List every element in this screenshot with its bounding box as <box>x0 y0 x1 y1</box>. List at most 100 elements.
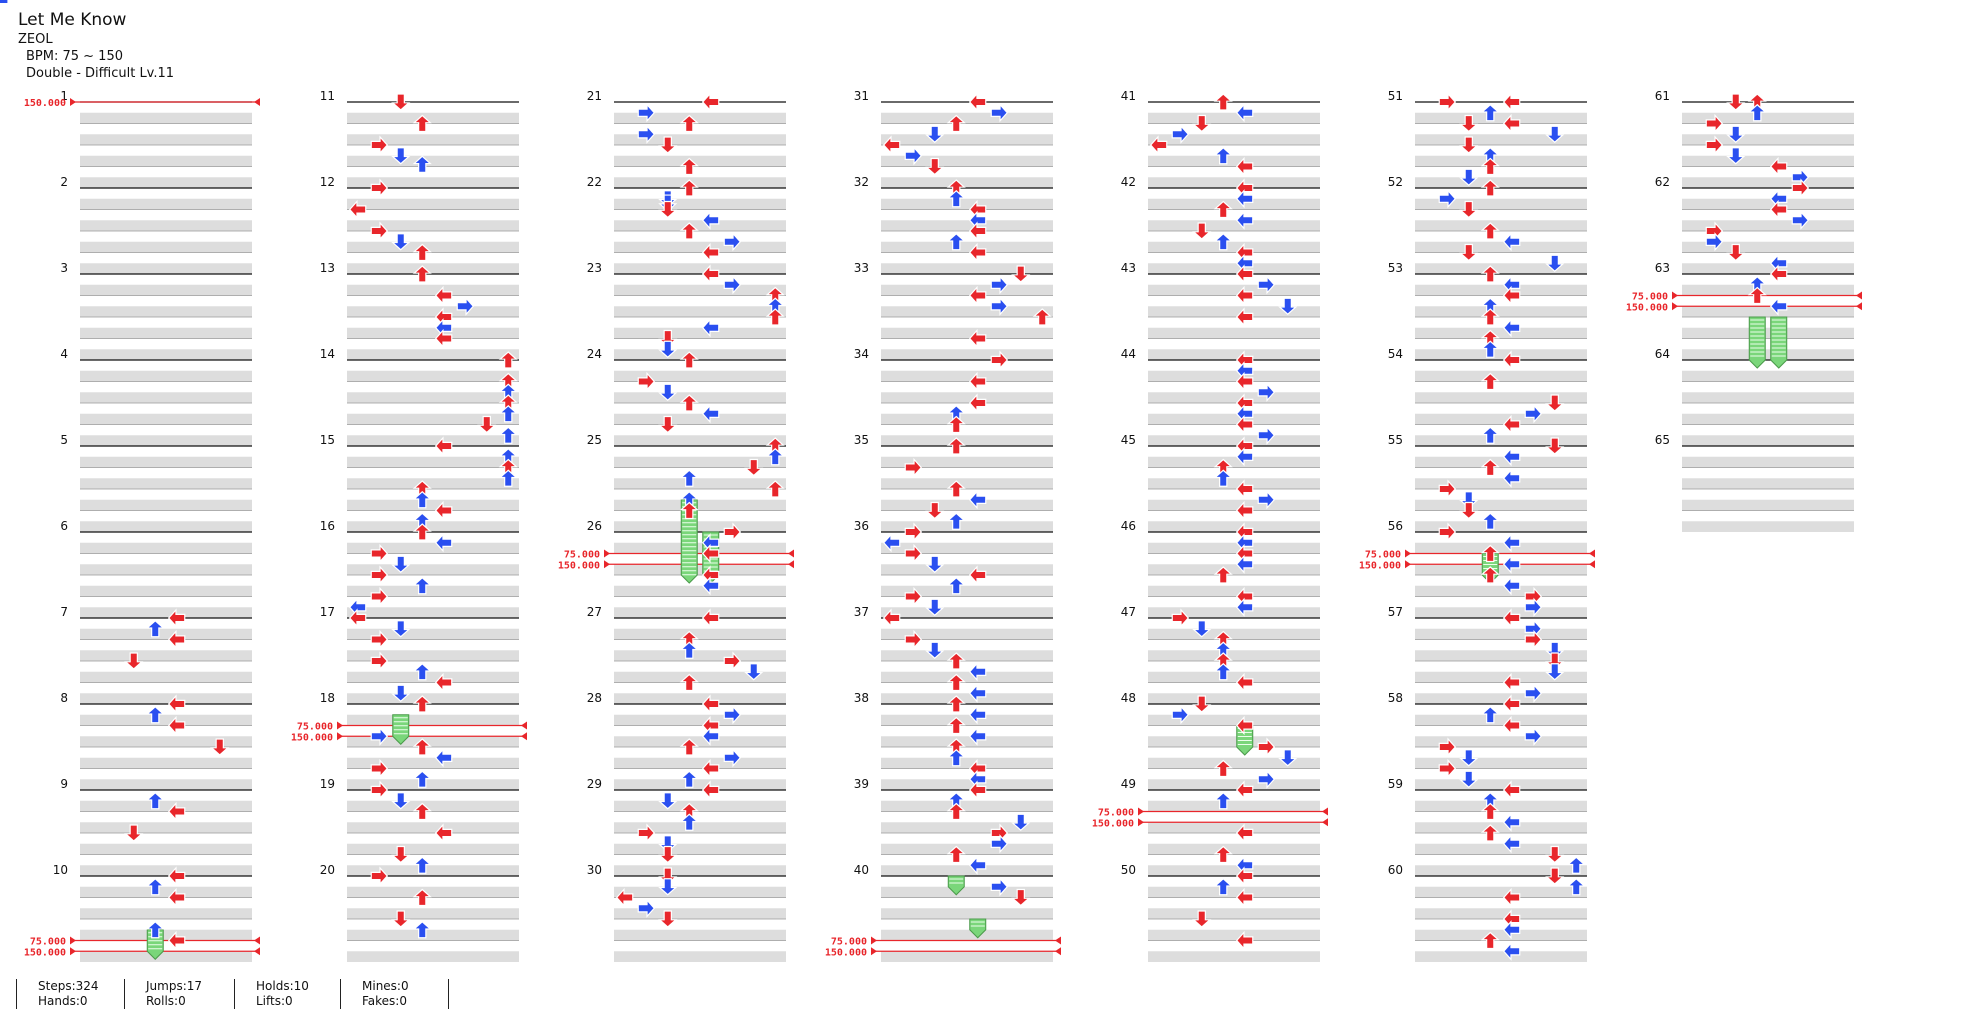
step-arrow <box>370 726 389 746</box>
beat-stripe <box>80 800 252 812</box>
step-arrow <box>1502 672 1521 693</box>
beat-stripe <box>80 865 252 876</box>
step-arrow <box>1566 856 1586 874</box>
step-arrow <box>1480 265 1500 283</box>
step-arrow <box>1235 672 1254 693</box>
step-arrow <box>145 791 165 810</box>
beat-stripe <box>1148 284 1320 296</box>
step-arrow <box>1192 222 1212 240</box>
beat-stripe <box>1148 112 1320 124</box>
beat-stripe <box>614 370 786 382</box>
beat-stripe <box>614 650 786 661</box>
beat-stripe <box>881 714 1053 726</box>
beat-stripe <box>1148 220 1320 231</box>
measure-number: 35 <box>854 433 869 447</box>
beat-stripe <box>1148 865 1320 876</box>
beat-stripe <box>1148 435 1320 446</box>
beat-stripe <box>614 800 786 812</box>
step-arrow <box>968 393 987 413</box>
beat-stripe <box>1148 499 1320 511</box>
step-arrow <box>1257 275 1276 295</box>
beat-stripe <box>1148 306 1320 317</box>
step-arrow <box>1502 447 1521 467</box>
bpm-change-label: 75.000 <box>1098 808 1134 819</box>
measure-number: 26 <box>587 519 602 533</box>
step-chart: 1234567891011121314151617181920212223242… <box>0 0 1862 962</box>
beat-stripe <box>881 929 1053 941</box>
step-arrow <box>637 371 656 392</box>
beat-stripe <box>614 951 786 962</box>
beat-stripe <box>347 908 519 919</box>
step-arrow <box>1545 254 1565 273</box>
step-arrow <box>968 285 987 306</box>
step-arrow <box>744 458 764 477</box>
beat-stripe <box>1148 263 1320 274</box>
beat-stripe <box>80 564 252 575</box>
step-arrow <box>1278 749 1298 767</box>
beat-stripe <box>80 671 252 683</box>
step-arrow <box>370 586 389 607</box>
step-arrow <box>701 608 720 628</box>
beat-stripe <box>614 435 786 446</box>
beat-stripe <box>347 951 519 962</box>
measure-number: 33 <box>854 261 869 275</box>
beat-stripe <box>1415 284 1587 296</box>
step-arrow <box>1278 297 1298 316</box>
step-arrow <box>723 232 742 252</box>
beat-stripe <box>1148 779 1320 790</box>
beat-stripe <box>347 929 519 941</box>
step-arrow <box>1502 920 1521 940</box>
beat-stripe <box>614 822 786 833</box>
beat-stripe <box>80 499 252 511</box>
beat-stripe <box>80 392 252 403</box>
step-arrow <box>1480 103 1500 122</box>
step-arrow <box>412 155 432 173</box>
beat-stripe <box>1415 478 1587 489</box>
step-arrow <box>946 437 966 455</box>
step-arrow <box>1032 308 1052 326</box>
measure-number: 51 <box>1388 89 1403 103</box>
step-arrow <box>701 576 720 596</box>
hold-body <box>1748 316 1766 369</box>
beat-stripe <box>1148 951 1320 962</box>
beat-stripe <box>1682 521 1854 532</box>
step-arrow <box>679 469 699 487</box>
beat-stripe <box>1682 112 1854 124</box>
beat-stripe <box>881 435 1053 446</box>
bpm-change-marker <box>1405 549 1411 558</box>
measure-number: 15 <box>320 433 335 447</box>
step-arrow <box>1502 468 1521 488</box>
beat-stripe <box>614 349 786 360</box>
beat-stripe <box>614 220 786 231</box>
step-arrow <box>412 490 432 509</box>
step-arrow <box>658 383 678 402</box>
step-arrow <box>701 726 720 746</box>
beat-stripe <box>614 327 786 339</box>
measure-number: 54 <box>1388 347 1403 361</box>
step-arrow <box>1480 372 1500 391</box>
beat-stripe <box>881 951 1053 962</box>
beat-stripe <box>1415 585 1587 597</box>
step-arrow <box>391 620 411 638</box>
beat-stripe <box>881 478 1053 489</box>
step-arrow <box>1438 92 1457 112</box>
beat-stripe <box>881 112 1053 124</box>
step-arrow <box>1235 715 1254 736</box>
measure-number: 56 <box>1388 519 1403 533</box>
measure-number: 34 <box>854 347 869 361</box>
beat-stripe <box>1415 800 1587 812</box>
beat-stripe <box>1415 822 1587 833</box>
bpm-change-marker <box>1672 302 1678 311</box>
step-arrow <box>968 92 987 112</box>
step-arrow <box>145 705 165 724</box>
step-arrow <box>498 426 518 444</box>
step-arrow <box>723 705 742 725</box>
step-arrow <box>1480 566 1500 584</box>
beat-stripe <box>1415 263 1587 274</box>
step-arrow <box>946 716 966 735</box>
step-arrow <box>968 242 987 263</box>
beat-stripe <box>80 757 252 769</box>
step-arrow <box>1438 522 1457 542</box>
step-arrow <box>1705 113 1724 134</box>
beat-stripe <box>1682 241 1854 253</box>
